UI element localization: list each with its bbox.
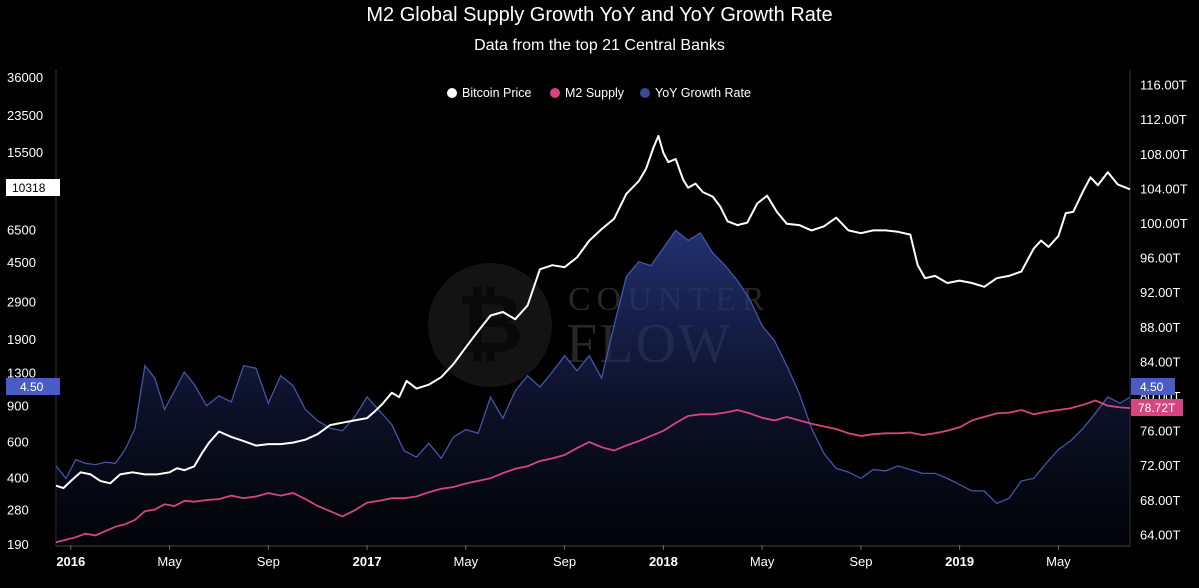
x-tick-label: May (1046, 554, 1071, 569)
right-tick-label: 76.00T (1140, 424, 1181, 439)
bitcoin-price-line (55, 134, 1131, 490)
right-tick-label: 72.00T (1140, 458, 1181, 473)
chart-subtitle: Data from the top 21 Central Banks (474, 37, 725, 54)
bitcoin-price-series (55, 134, 1131, 490)
legend-marker-m2 (550, 88, 560, 98)
legend-label-m2: M2 Supply (565, 86, 625, 100)
left-tick-label: 6500 (7, 222, 36, 237)
right-tick-label: 96.00T (1140, 251, 1181, 266)
legend-item-bitcoin-price[interactable]: Bitcoin Price (447, 86, 532, 100)
left-tick-label: 280 (7, 503, 29, 518)
m2-supply-line (55, 399, 1131, 544)
x-tick-label: May (750, 554, 775, 569)
chart-title: M2 Global Supply Growth YoY and YoY Grow… (366, 4, 833, 26)
btc-current-badge: 10318 (6, 179, 60, 196)
right-tick-label: 92.00T (1140, 285, 1181, 300)
yoy-current-badge-right: 4.50 (1131, 378, 1175, 395)
legend: Bitcoin Price M2 Supply YoY Growth Rate (447, 86, 751, 100)
btc-current-value: 10318 (12, 181, 46, 195)
left-tick-label: 4500 (7, 255, 36, 270)
legend-marker-yoy (640, 88, 650, 98)
left-tick-label: 36000 (7, 70, 43, 85)
right-tick-label: 64.00T (1140, 527, 1181, 542)
left-tick-label: 1900 (7, 332, 36, 347)
x-tick-label: 2016 (56, 554, 85, 569)
bitcoin-symbol: ₿ (457, 279, 524, 370)
m2-supply-series (55, 399, 1131, 544)
right-tick-label: 116.00T (1140, 78, 1187, 93)
left-tick-label: 400 (7, 471, 29, 486)
x-tick-label: Sep (553, 554, 576, 569)
m2-current-value: 78.72T (1138, 401, 1176, 415)
yoy-growth-rate-series (55, 229, 1131, 545)
left-tick-label: 900 (7, 399, 29, 414)
yoy-current-badge-left: 4.50 (6, 378, 60, 395)
legend-label-bitcoin: Bitcoin Price (462, 86, 532, 100)
right-axis-ticks: 64.00T68.00T72.00T76.00T80.00T84.00T88.0… (1140, 78, 1188, 543)
right-tick-label: 108.00T (1140, 147, 1188, 162)
x-tick-label: 2018 (649, 554, 678, 569)
x-tick-label: 2019 (945, 554, 974, 569)
right-tick-label: 104.00T (1140, 181, 1188, 196)
yoy-growth-line (55, 229, 1131, 505)
legend-marker-bitcoin (447, 88, 457, 98)
m2-current-badge: 78.72T (1131, 399, 1183, 416)
left-axis-ticks: 190 280 400 600 900 1300 1900 2900 4500 6500 15500… (7, 70, 43, 552)
yoy-growth-area (56, 230, 1130, 545)
x-axis-ticks: 2016 May Sep 2017 May Sep 2018 May Sep 2019 May (56, 545, 1071, 569)
legend-label-yoy: YoY Growth Rate (655, 86, 751, 100)
x-tick-label: 2017 (353, 554, 382, 569)
left-tick-label: 15500 (7, 145, 43, 160)
legend-item-yoy-growth-rate[interactable]: YoY Growth Rate (640, 86, 751, 100)
x-tick-label: Sep (849, 554, 872, 569)
left-tick-label: 23500 (7, 108, 43, 123)
x-tick-label: May (454, 554, 479, 569)
x-tick-label: May (157, 554, 182, 569)
left-tick-label: 600 (7, 435, 29, 450)
legend-item-m2-supply[interactable]: M2 Supply (550, 86, 625, 100)
right-tick-label: 100.00T (1140, 216, 1188, 231)
right-tick-label: 84.00T (1140, 354, 1181, 369)
left-tick-label: 190 (7, 537, 29, 552)
right-tick-label: 112.00T (1140, 112, 1187, 127)
left-tick-label: 1300 (7, 366, 36, 381)
right-tick-label: 88.00T (1140, 320, 1181, 335)
left-tick-label: 2900 (7, 294, 36, 309)
x-tick-label: Sep (257, 554, 280, 569)
yoy-current-value-right: 4.50 (1140, 380, 1164, 394)
right-tick-label: 68.00T (1140, 493, 1181, 508)
yoy-current-value-left: 4.50 (20, 380, 44, 394)
